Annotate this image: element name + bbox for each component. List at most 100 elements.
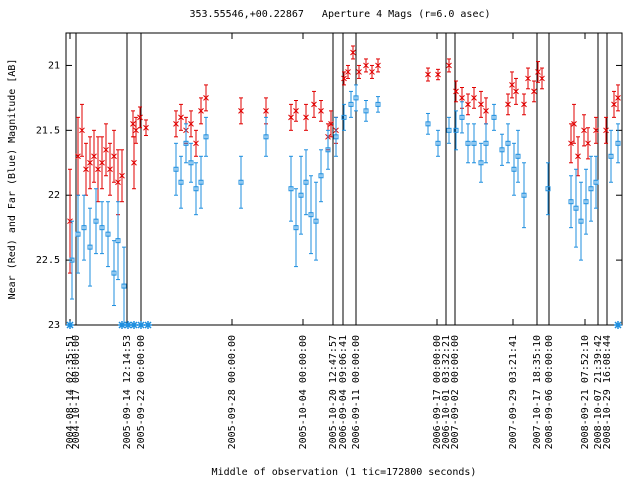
point: [293, 225, 299, 231]
error-bar: [82, 194, 86, 261]
point: [87, 244, 93, 250]
point: [345, 69, 351, 75]
error-bar: [334, 116, 338, 157]
error-bar: [106, 201, 110, 268]
point: [465, 101, 471, 108]
point: [375, 62, 381, 69]
point: [478, 160, 484, 166]
point: [115, 179, 121, 186]
error-bar: [584, 168, 588, 235]
point: [288, 186, 294, 192]
point: [183, 140, 189, 146]
point: [178, 179, 184, 185]
error-bar: [609, 129, 613, 183]
point: [198, 108, 204, 114]
error-bar: [589, 155, 593, 222]
y-tick-label: 21.5: [36, 125, 60, 136]
error-bar: [574, 168, 578, 248]
point: [350, 49, 356, 56]
point: [459, 114, 465, 120]
x-tick-label: 2006-10-01 03:32:21: [441, 335, 452, 449]
point: [81, 225, 87, 231]
y-axis-label: Near (Red) and Far (Blue) Magnitude [AB]: [7, 59, 18, 300]
point: [105, 231, 111, 237]
point: [238, 108, 244, 114]
point: [178, 114, 184, 121]
point: [603, 127, 609, 134]
point: [119, 172, 125, 179]
error-bar: [376, 96, 380, 113]
point: [521, 101, 527, 108]
point: [333, 134, 339, 140]
point: [614, 321, 622, 329]
error-bar: [299, 155, 303, 235]
point: [111, 153, 117, 160]
x-tick-label: 2005-09-28 00:00:00: [227, 335, 238, 449]
x-tick-label: 2008-09-21 07:52:10: [580, 335, 591, 449]
point: [446, 127, 452, 133]
point: [121, 283, 127, 289]
point: [568, 140, 574, 147]
point: [303, 179, 309, 185]
error-bar: [94, 188, 98, 255]
point: [425, 71, 431, 78]
point: [308, 212, 314, 218]
error-bar: [70, 220, 74, 300]
error-bar: [289, 155, 293, 222]
point: [131, 159, 137, 166]
point: [118, 321, 126, 329]
point: [585, 140, 591, 147]
error-bar: [579, 181, 583, 261]
x-axis-label: Middle of observation (1 tic=172800 seco…: [212, 467, 477, 478]
error-bar: [294, 188, 298, 268]
error-bar: [319, 149, 323, 203]
x-tick-label: 2004-08-14 02:35:51: [65, 335, 76, 449]
point: [578, 218, 584, 224]
point: [188, 120, 194, 127]
point: [87, 159, 93, 166]
error-bar: [342, 103, 346, 131]
y-tick-label: 22: [48, 190, 60, 201]
point: [288, 114, 294, 121]
error-bar: [88, 207, 92, 287]
x-tick-label: 2005-09-14 12:14:53: [122, 335, 133, 449]
error-bar: [447, 116, 451, 144]
point: [69, 257, 75, 263]
error-bar: [349, 90, 353, 118]
error-bar: [264, 116, 268, 157]
point: [83, 166, 89, 173]
point: [459, 95, 465, 101]
point: [535, 69, 541, 75]
error-bar: [522, 162, 526, 229]
error-bar: [484, 123, 488, 164]
point: [615, 95, 621, 101]
error-bar: [179, 155, 183, 209]
point: [509, 82, 515, 88]
y-tick-label: 21: [48, 60, 60, 71]
point: [483, 108, 489, 114]
error-bar: [314, 181, 318, 261]
point: [356, 69, 362, 75]
x-tick-label: 2007-09-02 00:00:00: [450, 335, 461, 449]
error-bar: [546, 162, 550, 216]
point: [593, 179, 599, 185]
point: [471, 140, 477, 146]
point: [611, 101, 617, 108]
y-tick-label: 23: [48, 320, 60, 331]
point: [471, 95, 477, 101]
point: [588, 186, 594, 192]
error-bar: [174, 142, 178, 196]
point: [93, 218, 99, 224]
error-bar: [479, 142, 483, 183]
point: [491, 114, 497, 120]
error-bar: [454, 110, 458, 151]
error-bar: [204, 116, 208, 157]
point: [453, 88, 459, 95]
x-tick-label: 2008-10-29 16:08:44: [602, 335, 613, 449]
point: [363, 108, 369, 114]
error-bar: [616, 123, 620, 164]
point: [499, 147, 505, 153]
